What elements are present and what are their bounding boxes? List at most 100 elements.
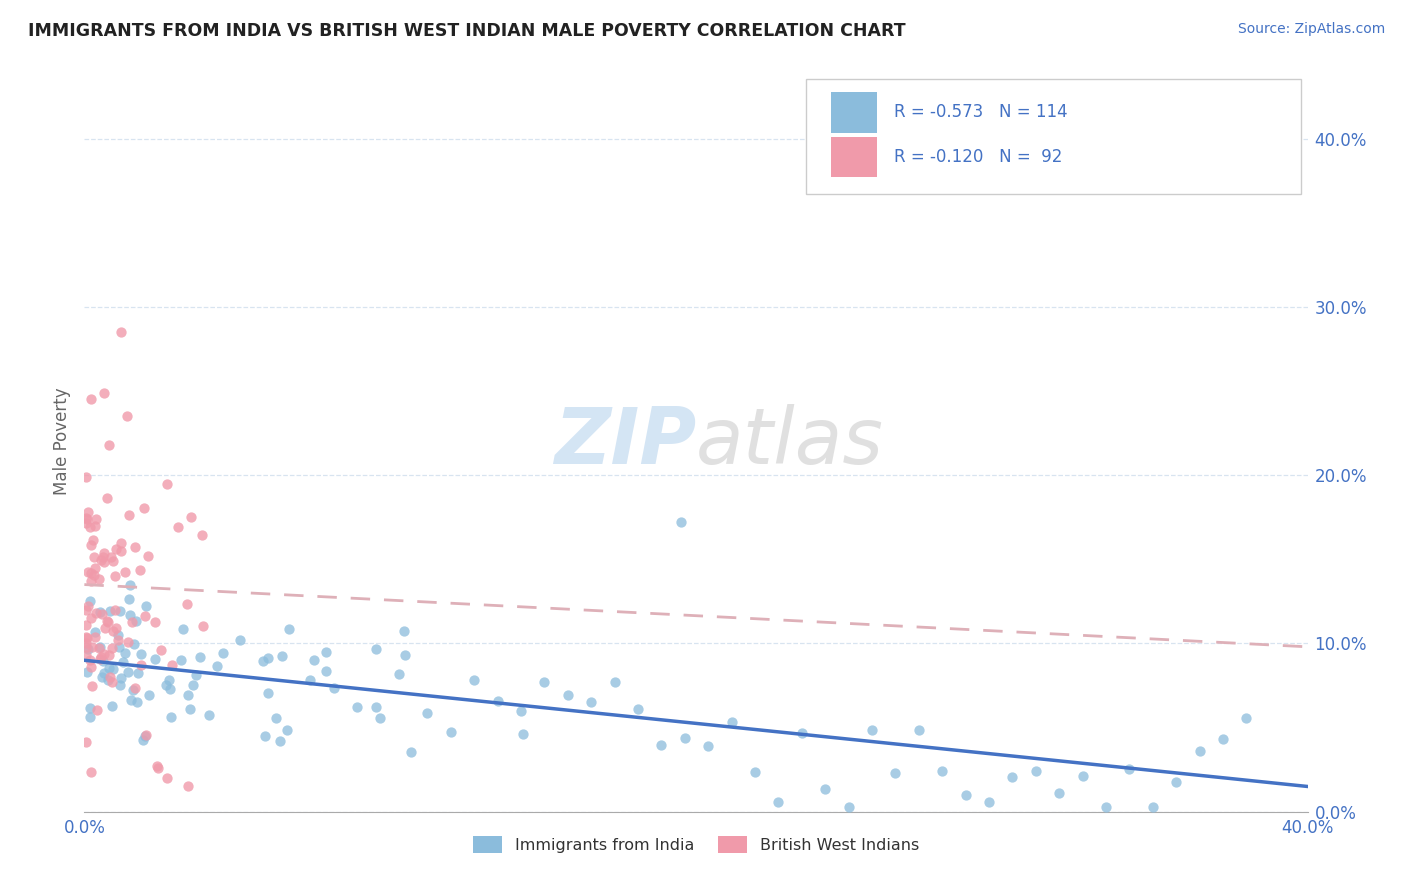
Point (80, 640, 103, 654)
Point (83, 568, 105, 582)
Point (838, 799, 860, 814)
Point (75, 735, 97, 749)
Point (167, 520, 190, 534)
Point (143, 651, 166, 665)
Point (108, 678, 131, 692)
Point (176, 688, 198, 702)
Point (579, 695, 602, 709)
Point (80, 392, 103, 407)
Point (104, 541, 127, 556)
Point (138, 688, 160, 702)
Point (98, 604, 121, 618)
Point (1212, 732, 1234, 747)
Point (252, 654, 274, 668)
Point (603, 674, 626, 689)
Point (75, 636, 97, 650)
Point (100, 699, 122, 714)
Point (136, 549, 159, 564)
Point (669, 516, 692, 530)
Point (84, 624, 107, 639)
Point (744, 764, 766, 779)
Point (100, 550, 122, 565)
Point (122, 637, 145, 651)
Point (302, 653, 325, 667)
Point (186, 668, 208, 682)
Point (1118, 763, 1140, 777)
Point (170, 653, 193, 667)
Point (256, 651, 278, 665)
Point (115, 409, 138, 424)
Point (191, 619, 214, 633)
Point (107, 632, 129, 647)
Point (179, 701, 201, 715)
Point (120, 577, 142, 591)
Point (89, 572, 111, 586)
Point (75, 630, 97, 644)
Point (1142, 799, 1164, 814)
Point (125, 614, 148, 628)
Point (720, 714, 742, 729)
Point (257, 686, 280, 700)
Point (814, 781, 837, 796)
Point (114, 646, 136, 660)
Point (97, 673, 120, 688)
Point (84, 561, 107, 575)
Point (366, 641, 388, 656)
Point (89, 652, 111, 666)
Point (276, 723, 298, 737)
Point (75, 603, 97, 617)
Point (77, 599, 100, 614)
Point (129, 647, 152, 661)
Point (128, 563, 150, 577)
Point (156, 476, 179, 491)
Point (103, 554, 125, 568)
Point (205, 659, 228, 673)
Point (110, 672, 132, 686)
Point (117, 635, 139, 649)
Point (148, 761, 170, 775)
Point (509, 704, 531, 718)
Point (212, 646, 235, 660)
Point (131, 657, 153, 672)
FancyBboxPatch shape (806, 78, 1302, 194)
Point (97, 615, 120, 629)
Point (121, 615, 143, 630)
Point (177, 780, 200, 794)
Point (82, 533, 104, 547)
Point (107, 628, 129, 642)
Point (104, 603, 127, 617)
Point (1166, 775, 1188, 789)
Point (254, 729, 277, 743)
Point (97, 438, 120, 452)
Point (108, 640, 131, 654)
Point (557, 688, 579, 702)
Point (533, 674, 555, 689)
Point (1047, 786, 1070, 800)
Point (79, 594, 101, 608)
Point (98, 661, 121, 675)
Text: ZIP: ZIP (554, 403, 696, 480)
Point (172, 623, 194, 637)
Point (77, 566, 100, 580)
Point (77, 505, 100, 519)
Point (93, 386, 115, 401)
Point (75, 640, 97, 654)
Point (91, 655, 114, 669)
Point (134, 501, 156, 516)
Point (80, 765, 103, 780)
Point (101, 624, 124, 638)
Point (84, 512, 107, 526)
Text: R = -0.120   N =  92: R = -0.120 N = 92 (894, 147, 1063, 166)
Point (101, 662, 124, 676)
Point (673, 731, 696, 746)
Point (76, 665, 98, 679)
Point (80, 566, 103, 581)
Point (96, 615, 118, 629)
Point (110, 535, 132, 549)
Point (180, 510, 202, 524)
Point (93, 555, 115, 569)
Point (117, 665, 139, 679)
Point (124, 541, 146, 555)
Point (229, 633, 252, 648)
Point (149, 643, 172, 657)
